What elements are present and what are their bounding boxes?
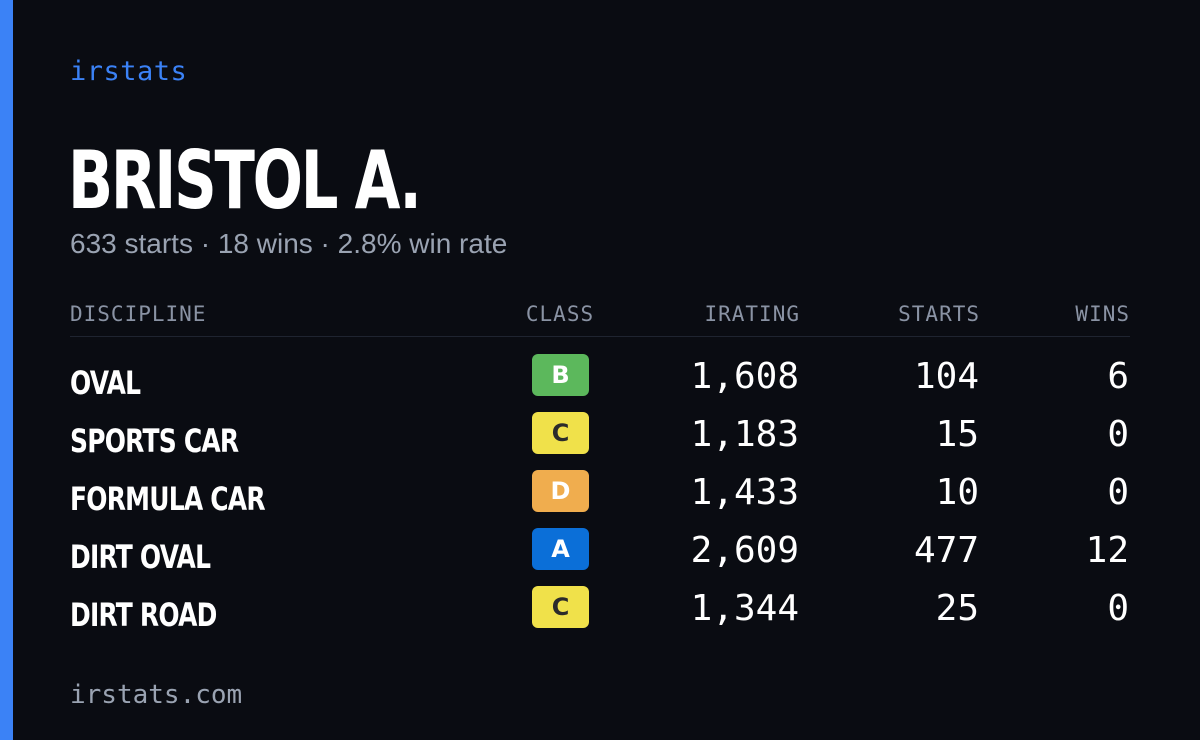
wins-value: 0 (1107, 588, 1129, 629)
class-badge: D (532, 470, 589, 512)
player-name: BRISTOL A. (68, 134, 422, 227)
discipline-name: FORMULA CAR (70, 480, 266, 518)
header-irating: IRATING (704, 302, 800, 326)
discipline-table: DISCIPLINE CLASS IRATING STARTS WINS OVA… (70, 296, 1130, 634)
discipline-name: DIRT OVAL (70, 538, 211, 576)
wins-value: 6 (1107, 356, 1129, 397)
starts-value: 15 (935, 414, 979, 455)
irating-value: 1,183 (690, 414, 799, 455)
accent-bar (0, 0, 13, 740)
irating-value: 1,344 (690, 588, 799, 629)
irating-value: 1,433 (690, 472, 799, 513)
brand-logo: irstats (70, 56, 188, 87)
table-row: SPORTS CAR C 1,183 15 0 (70, 412, 1130, 470)
header-starts: STARTS (898, 302, 980, 326)
class-badge: C (532, 586, 589, 628)
class-badge: B (532, 354, 589, 396)
class-badge: C (532, 412, 589, 454)
table-row: FORMULA CAR D 1,433 10 0 (70, 470, 1130, 528)
discipline-name: DIRT ROAD (70, 596, 217, 634)
table-row: OVAL B 1,608 104 6 (70, 354, 1130, 412)
irating-value: 2,609 (690, 530, 799, 571)
class-badge: A (532, 528, 589, 570)
starts-value: 25 (935, 588, 979, 629)
starts-value: 104 (913, 356, 979, 397)
discipline-name: SPORTS CAR (70, 422, 239, 460)
table-header: DISCIPLINE CLASS IRATING STARTS WINS (70, 296, 1130, 337)
starts-value: 10 (935, 472, 979, 513)
header-discipline: DISCIPLINE (70, 302, 207, 326)
table-row: DIRT OVAL A 2,609 477 12 (70, 528, 1130, 586)
table-body: OVAL B 1,608 104 6 SPORTS CAR C 1,183 15… (70, 354, 1130, 644)
wins-value: 0 (1107, 472, 1129, 513)
discipline-name: OVAL (70, 364, 141, 402)
irating-value: 1,608 (690, 356, 799, 397)
header-class: CLASS (525, 302, 595, 326)
header-wins: WINS (1075, 302, 1130, 326)
wins-value: 0 (1107, 414, 1129, 455)
starts-value: 477 (913, 530, 979, 571)
wins-value: 12 (1085, 530, 1129, 571)
footer-url: irstats.com (70, 680, 243, 710)
table-row: DIRT ROAD C 1,344 25 0 (70, 586, 1130, 644)
player-summary: 633 starts · 18 wins · 2.8% win rate (70, 228, 508, 259)
